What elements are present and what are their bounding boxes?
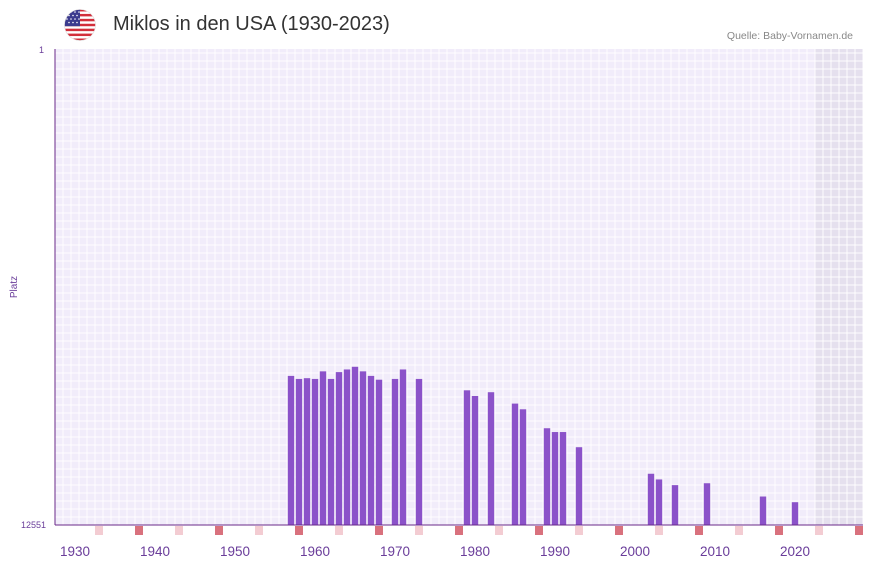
year-marker-strong	[455, 526, 463, 535]
x-tick-label-1960: 1960	[300, 544, 330, 559]
plot-background	[55, 49, 863, 525]
source-label: Quelle: Baby-Vornamen.de	[726, 30, 853, 42]
usa-flag-icon	[64, 9, 96, 41]
year-marker-strong	[215, 526, 223, 535]
year-marker-light	[95, 526, 103, 535]
bar-1993	[575, 447, 583, 525]
year-marker-light	[815, 526, 823, 535]
x-tick-label-1940: 1940	[140, 544, 170, 559]
x-tick-labels: 1930 1940 1950 1960 1970 1980 1990 2000 2010 2020	[60, 544, 810, 559]
bar-2016	[759, 496, 767, 525]
y-axis-label: Platz	[9, 276, 20, 298]
chart-header: Miklos in den USA (1930-2023) Quelle: Ba…	[0, 0, 873, 48]
bar-1961	[319, 371, 327, 525]
bar-2003	[655, 479, 663, 525]
axes	[54, 49, 863, 526]
y-tick-label-top: 1	[39, 45, 44, 55]
year-marker-light	[735, 526, 743, 535]
year-marker-strong	[535, 526, 543, 535]
x-tick-label-1950: 1950	[220, 544, 250, 559]
bar-1963	[335, 372, 343, 525]
year-marker-strong	[295, 526, 303, 535]
bar-1971	[399, 369, 407, 525]
bar-1980	[471, 396, 479, 525]
x-tick-label-2000: 2000	[620, 544, 650, 559]
bar-1962	[327, 378, 335, 525]
bar-1966	[359, 371, 367, 525]
year-marker-light	[575, 526, 583, 535]
bar-2002	[647, 473, 655, 525]
bar-1958	[295, 378, 303, 525]
chart-title: Miklos in den USA (1930-2023)	[113, 13, 390, 35]
bar-1991	[559, 432, 567, 525]
x-tick-label-1970: 1970	[380, 544, 410, 559]
year-marker-strong	[375, 526, 383, 535]
year-marker-light	[495, 526, 503, 535]
bar-1967	[367, 375, 375, 525]
bar-2009	[703, 483, 711, 525]
year-marker-strong	[855, 526, 863, 535]
year-marker-strong	[135, 526, 143, 535]
bar-1973	[415, 378, 423, 525]
bar-1990	[551, 432, 559, 525]
year-marker-light	[255, 526, 263, 535]
year-marker-light	[335, 526, 343, 535]
x-tick-label-1980: 1980	[460, 544, 490, 559]
bar-1960	[311, 378, 319, 525]
y-tick-label-bottom: 12551	[21, 520, 46, 530]
year-marker-strong	[695, 526, 703, 535]
bar-1985	[511, 403, 519, 525]
year-marker-strong	[775, 526, 783, 535]
year-marker-strong	[615, 526, 623, 535]
bar-1979	[463, 390, 471, 525]
bar-1986	[519, 409, 527, 525]
bar-1982	[487, 392, 495, 525]
bar-1964	[343, 369, 351, 525]
bars	[287, 366, 799, 525]
x-tick-label-2010: 2010	[700, 544, 730, 559]
year-marker-light	[655, 526, 663, 535]
bar-1959	[303, 378, 311, 525]
x-tick-label-2020: 2020	[780, 544, 810, 559]
bar-1968	[375, 379, 383, 525]
x-tick-label-1930: 1930	[60, 544, 90, 559]
bar-1989	[543, 428, 551, 525]
bar-1957	[287, 375, 295, 525]
bar-1965	[351, 366, 359, 525]
x-tick-label-1990: 1990	[540, 544, 570, 559]
bar-2020	[791, 502, 799, 525]
y-tick-labels: 1 12551	[21, 45, 46, 530]
bar-2005	[671, 485, 679, 525]
bar-1970	[391, 378, 399, 525]
year-marker-light	[175, 526, 183, 535]
year-markers	[95, 526, 863, 535]
plot-area	[55, 49, 863, 525]
year-marker-light	[415, 526, 423, 535]
